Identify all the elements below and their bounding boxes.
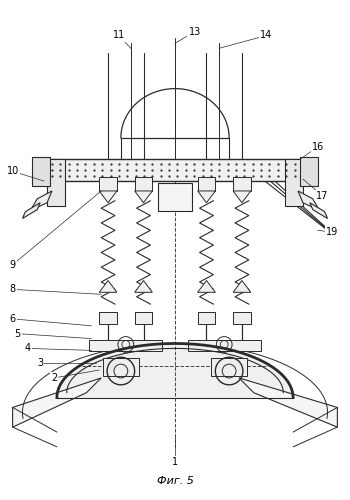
Polygon shape <box>310 203 328 218</box>
Polygon shape <box>233 191 251 203</box>
Bar <box>285 160 303 206</box>
Bar <box>99 177 117 191</box>
Text: 16: 16 <box>312 142 324 152</box>
Bar <box>211 358 247 376</box>
Bar <box>233 312 251 324</box>
Text: 3: 3 <box>37 358 43 368</box>
Text: 1: 1 <box>172 456 178 466</box>
Bar <box>188 340 261 351</box>
Text: 17: 17 <box>316 191 329 201</box>
Polygon shape <box>57 344 293 398</box>
Polygon shape <box>13 378 101 427</box>
Polygon shape <box>135 280 152 292</box>
Text: 19: 19 <box>326 228 338 237</box>
Polygon shape <box>30 191 52 210</box>
Bar <box>135 177 152 191</box>
Bar <box>158 183 192 210</box>
Bar <box>103 358 139 376</box>
Text: 6: 6 <box>9 314 16 324</box>
Bar <box>47 160 303 181</box>
Bar <box>32 156 50 186</box>
Text: 2: 2 <box>51 373 57 383</box>
Polygon shape <box>233 280 251 292</box>
Bar <box>198 312 215 324</box>
Text: 9: 9 <box>9 260 16 270</box>
Text: 11: 11 <box>113 30 125 40</box>
Text: 13: 13 <box>189 26 201 36</box>
Bar <box>47 160 65 206</box>
Polygon shape <box>298 191 320 210</box>
Bar <box>135 312 152 324</box>
Bar <box>99 312 117 324</box>
Bar <box>300 156 318 186</box>
Text: Фиг. 5: Фиг. 5 <box>156 476 194 486</box>
Bar <box>89 340 162 351</box>
Polygon shape <box>99 191 117 203</box>
Text: 5: 5 <box>14 328 21 338</box>
Polygon shape <box>99 280 117 292</box>
Polygon shape <box>22 203 40 218</box>
Text: 14: 14 <box>260 30 273 40</box>
Text: 10: 10 <box>7 166 19 176</box>
Polygon shape <box>198 191 215 203</box>
Polygon shape <box>198 280 215 292</box>
Text: 4: 4 <box>24 344 30 353</box>
Polygon shape <box>239 378 337 427</box>
Bar <box>233 177 251 191</box>
Text: 8: 8 <box>9 284 16 294</box>
Polygon shape <box>135 191 152 203</box>
Bar <box>198 177 215 191</box>
